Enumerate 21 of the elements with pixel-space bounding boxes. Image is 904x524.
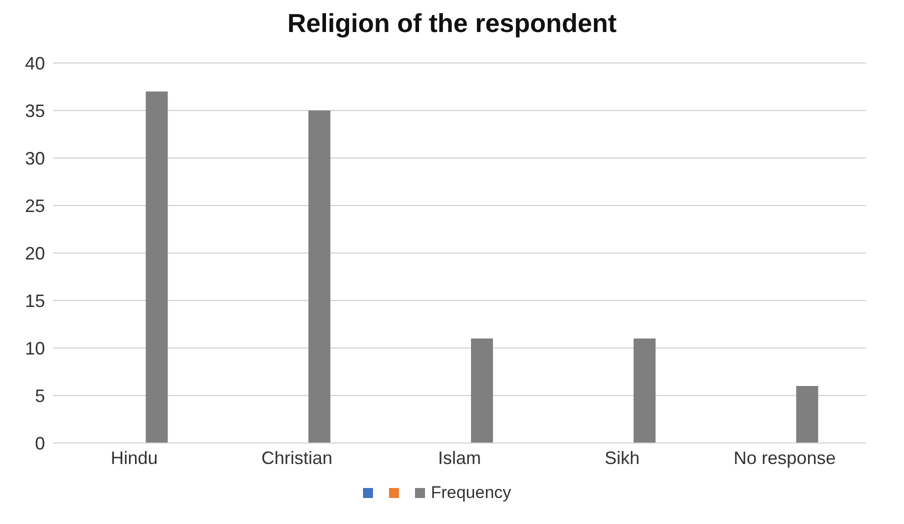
x-tick-label: Hindu [110, 448, 158, 468]
legend-label: Frequency [430, 483, 512, 503]
x-tick-label: Christian [261, 448, 332, 468]
x-tick-label: Islam [438, 448, 482, 468]
chart-title: Religion of the respondent [286, 8, 618, 39]
y-tick-label: 25 [24, 196, 45, 216]
y-tick-label: 35 [24, 100, 45, 121]
y-tick-label: 20 [24, 243, 45, 264]
y-tick-label: 40 [24, 53, 45, 74]
x-tick-label: Sikh [604, 448, 640, 468]
y-tick-label: 10 [24, 338, 45, 358]
bar [146, 92, 168, 443]
y-tick-label: 0 [34, 433, 45, 454]
y-tick-label: 30 [24, 148, 45, 168]
x-tick-label: No response [734, 448, 836, 468]
bar [470, 338, 493, 443]
bar [796, 386, 818, 443]
y-tick-label: 5 [34, 386, 45, 406]
bar [308, 110, 330, 443]
bar [634, 338, 656, 443]
y-tick-label: 15 [24, 290, 45, 311]
